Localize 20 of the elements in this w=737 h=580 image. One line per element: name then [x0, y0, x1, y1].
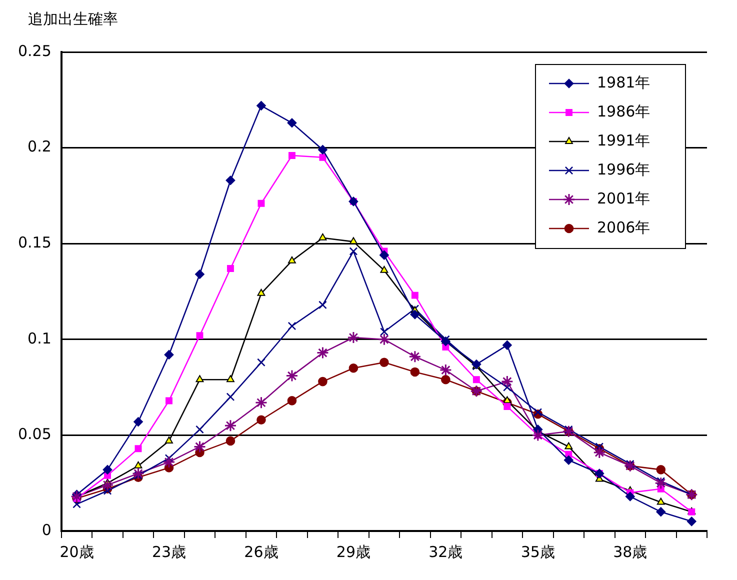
- x-tick-label: 32歳: [428, 542, 463, 561]
- x-tick-label: 35歳: [520, 542, 555, 561]
- y-axis-title: 追加出生確率: [27, 9, 119, 30]
- y-tick-label: 0.1: [28, 329, 52, 348]
- y-tick-label: 0: [42, 520, 52, 539]
- legend-label: 2001年: [597, 189, 650, 208]
- legend-label: 1986年: [597, 102, 650, 120]
- x-tick-label: 26歳: [244, 542, 278, 561]
- y-tick-label: 0.15: [18, 233, 52, 252]
- y-tick-label: 0.05: [18, 425, 52, 444]
- legend-label: 1991年: [597, 131, 650, 150]
- x-tick-label: 23歳: [152, 542, 186, 561]
- x-tick-label: 20歳: [60, 542, 94, 561]
- y-tick-label: 0.25: [18, 42, 52, 60]
- legend-label: 2006年: [597, 218, 650, 236]
- x-tick-label: 38歳: [613, 542, 648, 561]
- y-tick-label: 0.2: [28, 138, 52, 156]
- x-tick-label: 29歳: [336, 542, 371, 561]
- legend-label: 1996年: [597, 160, 650, 178]
- legend-label: 1981年: [597, 73, 650, 92]
